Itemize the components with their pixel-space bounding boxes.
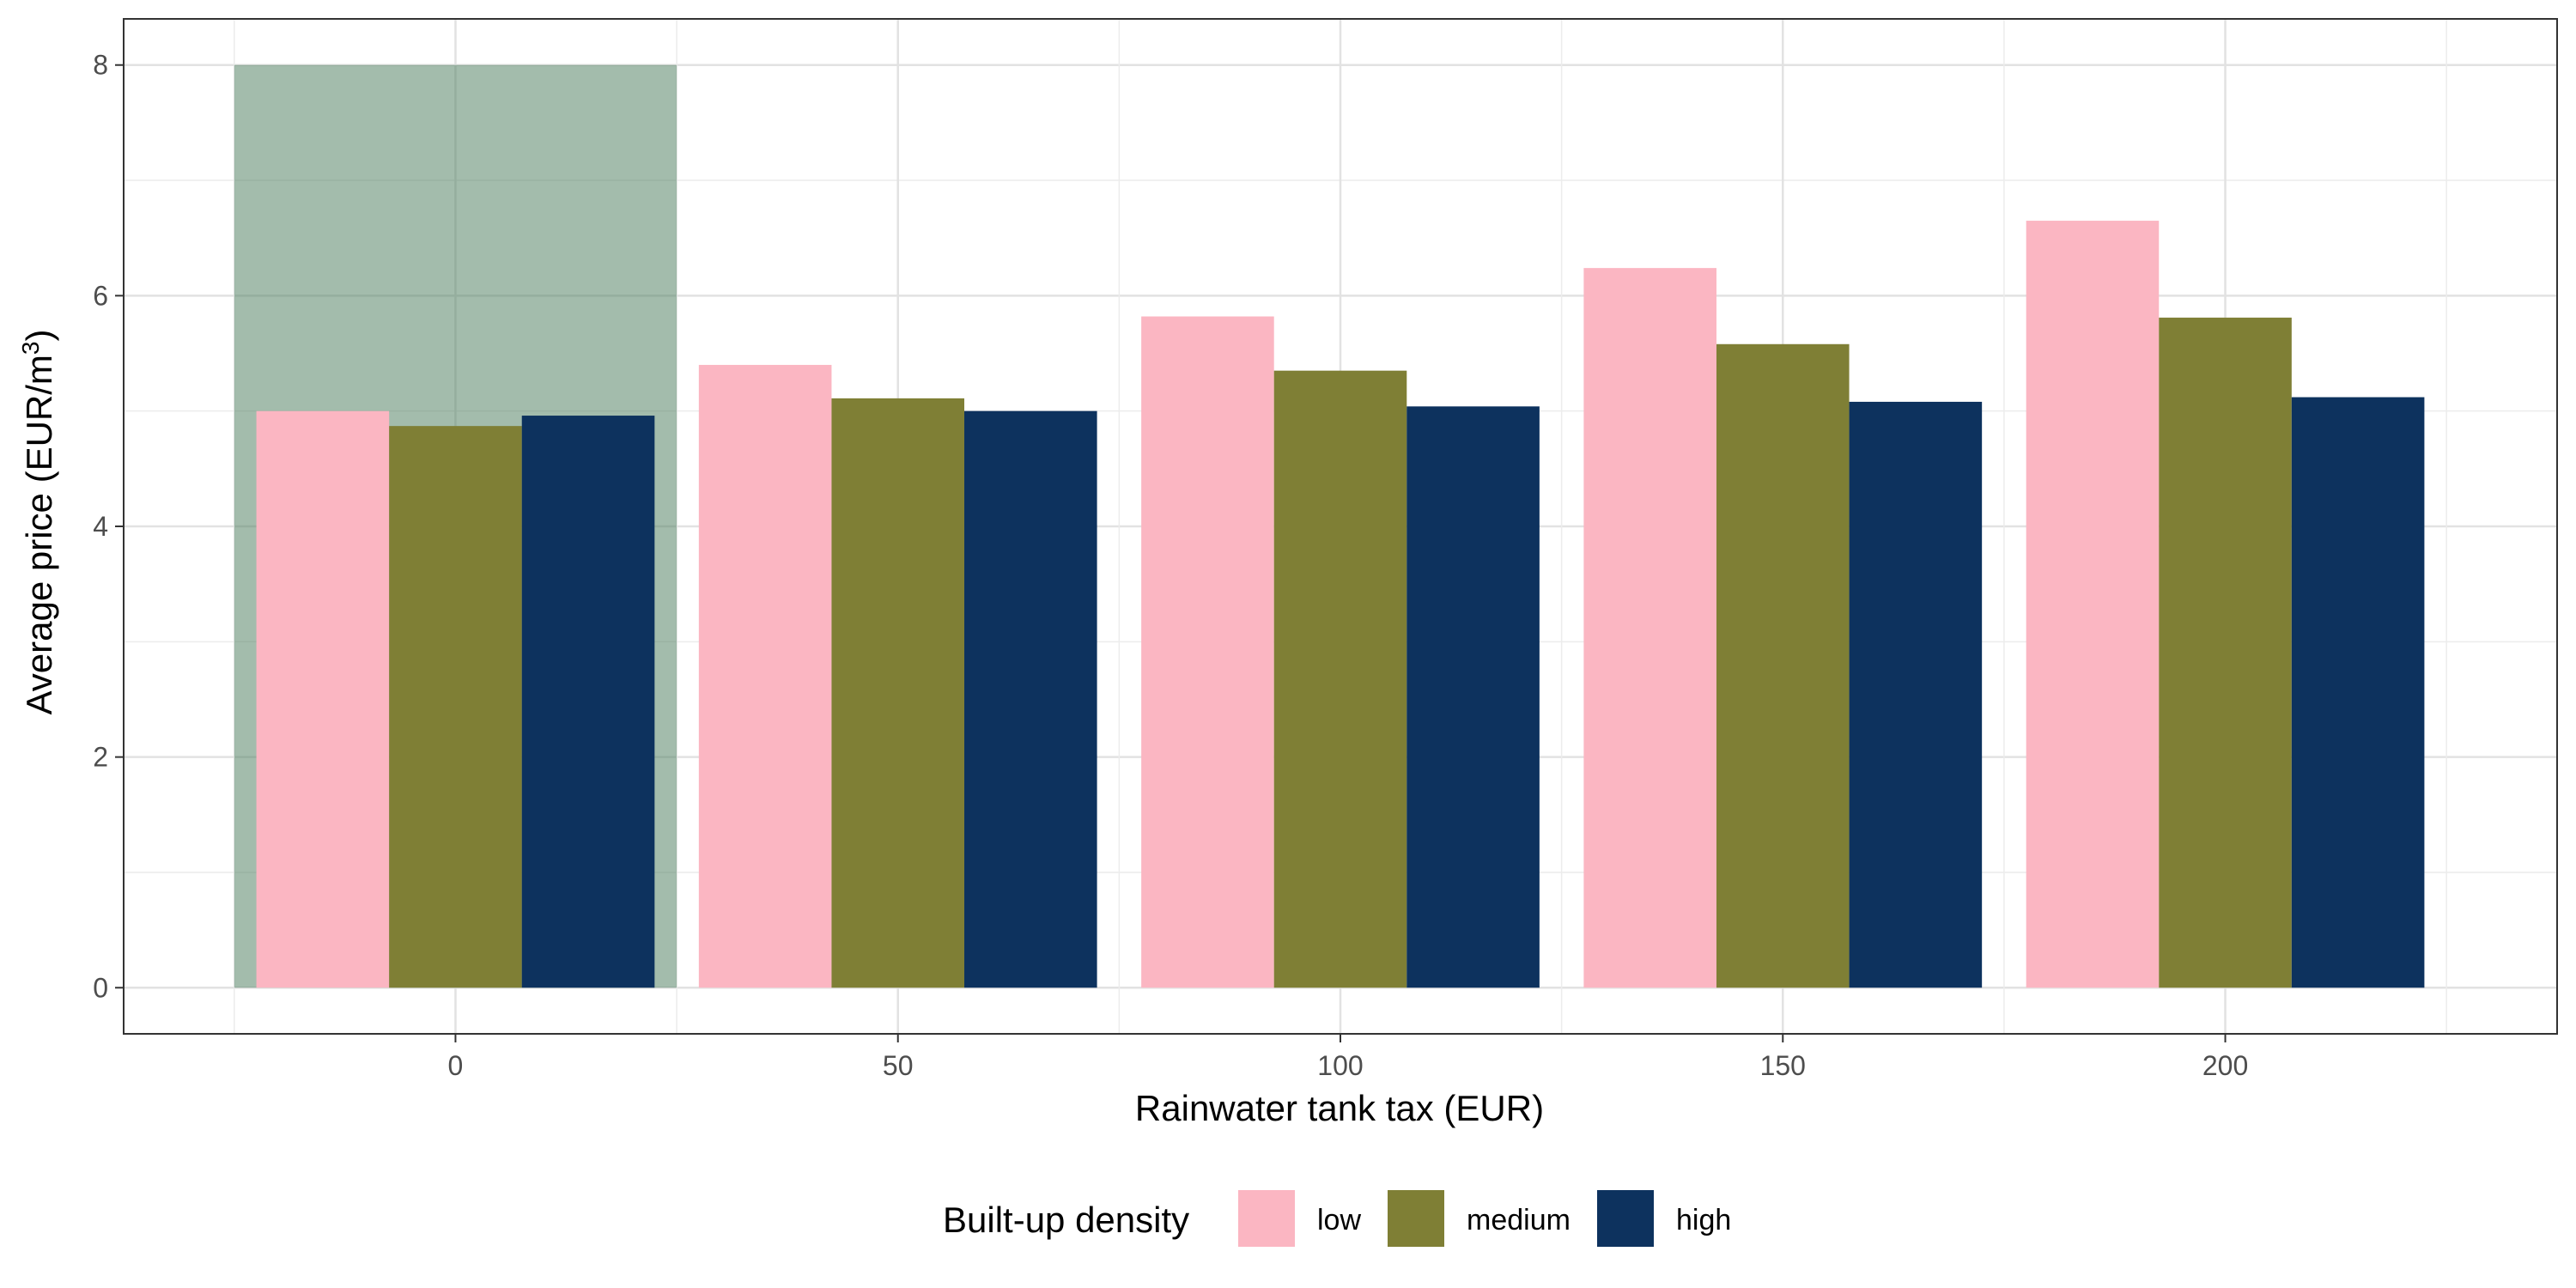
legend-title: Built-up density <box>943 1200 1189 1240</box>
bar-medium-150 <box>1716 343 1850 988</box>
y-tick-label: 0 <box>93 972 108 1003</box>
y-tick-label: 4 <box>93 511 108 542</box>
legend: Built-up density low medium high <box>943 1190 1731 1247</box>
bar-low-150 <box>1583 268 1716 988</box>
y-axis: 0 2 4 6 8 <box>93 50 124 1003</box>
bar-high-200 <box>2291 397 2425 988</box>
bar-high-150 <box>1849 401 1983 988</box>
y-axis-title-text: Average price (EUR/m <box>19 355 59 714</box>
x-tick-label: 100 <box>1317 1050 1363 1081</box>
legend-label-low: low <box>1317 1204 1361 1236</box>
legend-key-high <box>1597 1190 1654 1247</box>
legend-key-medium <box>1388 1190 1444 1247</box>
legend-key-low <box>1238 1190 1295 1247</box>
x-axis: 0 50 100 150 200 <box>448 1034 2248 1081</box>
x-tick-label: 0 <box>448 1050 464 1081</box>
bars-layer <box>256 221 2425 988</box>
bar-high-50 <box>964 410 1097 988</box>
legend-items: low medium high <box>1238 1190 1731 1247</box>
legend-label-high: high <box>1676 1204 1731 1236</box>
bar-low-100 <box>1141 316 1274 988</box>
x-tick-label: 50 <box>883 1050 914 1081</box>
y-tick-label: 8 <box>93 50 108 81</box>
bar-medium-0 <box>389 426 522 988</box>
y-axis-title-suffix: ) <box>19 330 59 342</box>
x-axis-title: Rainwater tank tax (EUR) <box>1135 1088 1544 1128</box>
bar-low-200 <box>2026 221 2160 988</box>
bar-medium-100 <box>1273 370 1407 988</box>
bar-high-0 <box>521 416 655 988</box>
bar-low-0 <box>256 410 390 988</box>
bar-medium-50 <box>831 398 965 988</box>
x-tick-label: 150 <box>1760 1050 1806 1081</box>
bar-medium-200 <box>2159 317 2292 988</box>
y-axis-title-superscript: 3 <box>17 342 44 355</box>
bar-high-100 <box>1406 406 1540 988</box>
legend-label-medium: medium <box>1467 1204 1571 1236</box>
y-tick-label: 6 <box>93 280 108 311</box>
y-tick-label: 2 <box>93 742 108 773</box>
x-tick-label: 200 <box>2202 1050 2248 1081</box>
y-axis-title: Average price (EUR/m3) <box>17 330 60 715</box>
bar-low-50 <box>698 364 832 988</box>
